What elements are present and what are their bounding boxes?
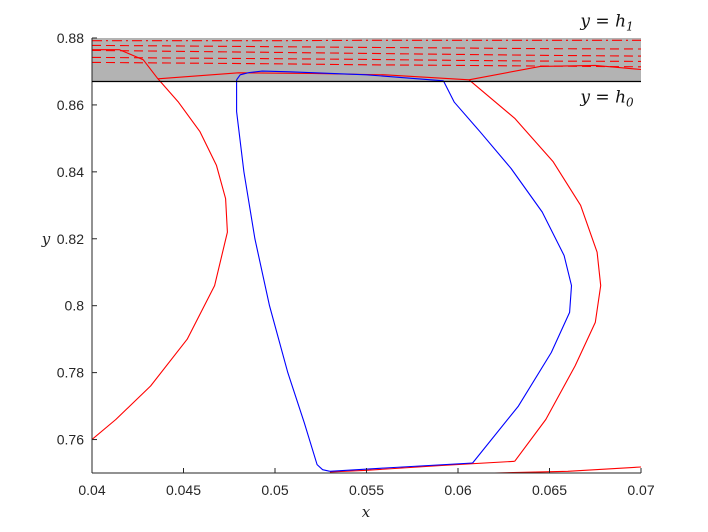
series-line-6 <box>468 64 641 81</box>
x-tick-label: 0.05 <box>261 482 288 498</box>
series-line-14 <box>92 49 641 57</box>
annotation-subscript: 0 <box>626 96 634 110</box>
series-layer <box>92 39 641 473</box>
series-line-1 <box>92 49 159 80</box>
series-line-5 <box>329 460 515 473</box>
x-tick-label: 0.045 <box>166 482 201 498</box>
y-tick-label: 0.78 <box>57 365 84 381</box>
axes-frame <box>91 38 641 474</box>
y-tick-label: 0.8 <box>65 298 85 314</box>
series-line-15 <box>92 56 641 62</box>
annotation-layer: y = h1 y = h0 <box>579 11 634 109</box>
series-line-7 <box>494 466 641 473</box>
x-tick-label: 0.065 <box>532 482 567 498</box>
x-tick-label: 0.055 <box>349 482 384 498</box>
series-line-11 <box>236 70 444 82</box>
x-tick-label: 0.07 <box>627 482 654 498</box>
y-tick-label: 0.82 <box>57 231 84 247</box>
x-axis-label: x <box>362 503 371 521</box>
boundary-annotation-1: y = h0 <box>579 88 634 110</box>
y-tick-label: 0.86 <box>57 97 84 113</box>
series-line-9 <box>329 462 473 472</box>
x-tick-label: 0.04 <box>78 482 105 498</box>
series-line-16 <box>92 61 641 68</box>
tick-layer: 0.04 0.045 0.05 0.055 0.06 0.065 0.07 0.76 0.78 0… <box>57 30 655 498</box>
series-line-4 <box>468 79 602 462</box>
annotation-subscript: 1 <box>626 19 634 33</box>
y-tick-label: 0.76 <box>57 432 84 448</box>
y-axis-label: y <box>41 230 51 248</box>
series-line-10 <box>442 80 573 464</box>
series-line-3 <box>157 72 470 81</box>
boundary-annotation-0: y = h1 <box>579 11 633 33</box>
y-tick-label: 0.84 <box>57 164 84 180</box>
series-line-13 <box>92 44 641 50</box>
y-tick-label: 0.88 <box>57 30 84 46</box>
x-tick-label: 0.06 <box>444 482 471 498</box>
series-line-8 <box>236 79 331 472</box>
series-line-2 <box>92 78 228 440</box>
